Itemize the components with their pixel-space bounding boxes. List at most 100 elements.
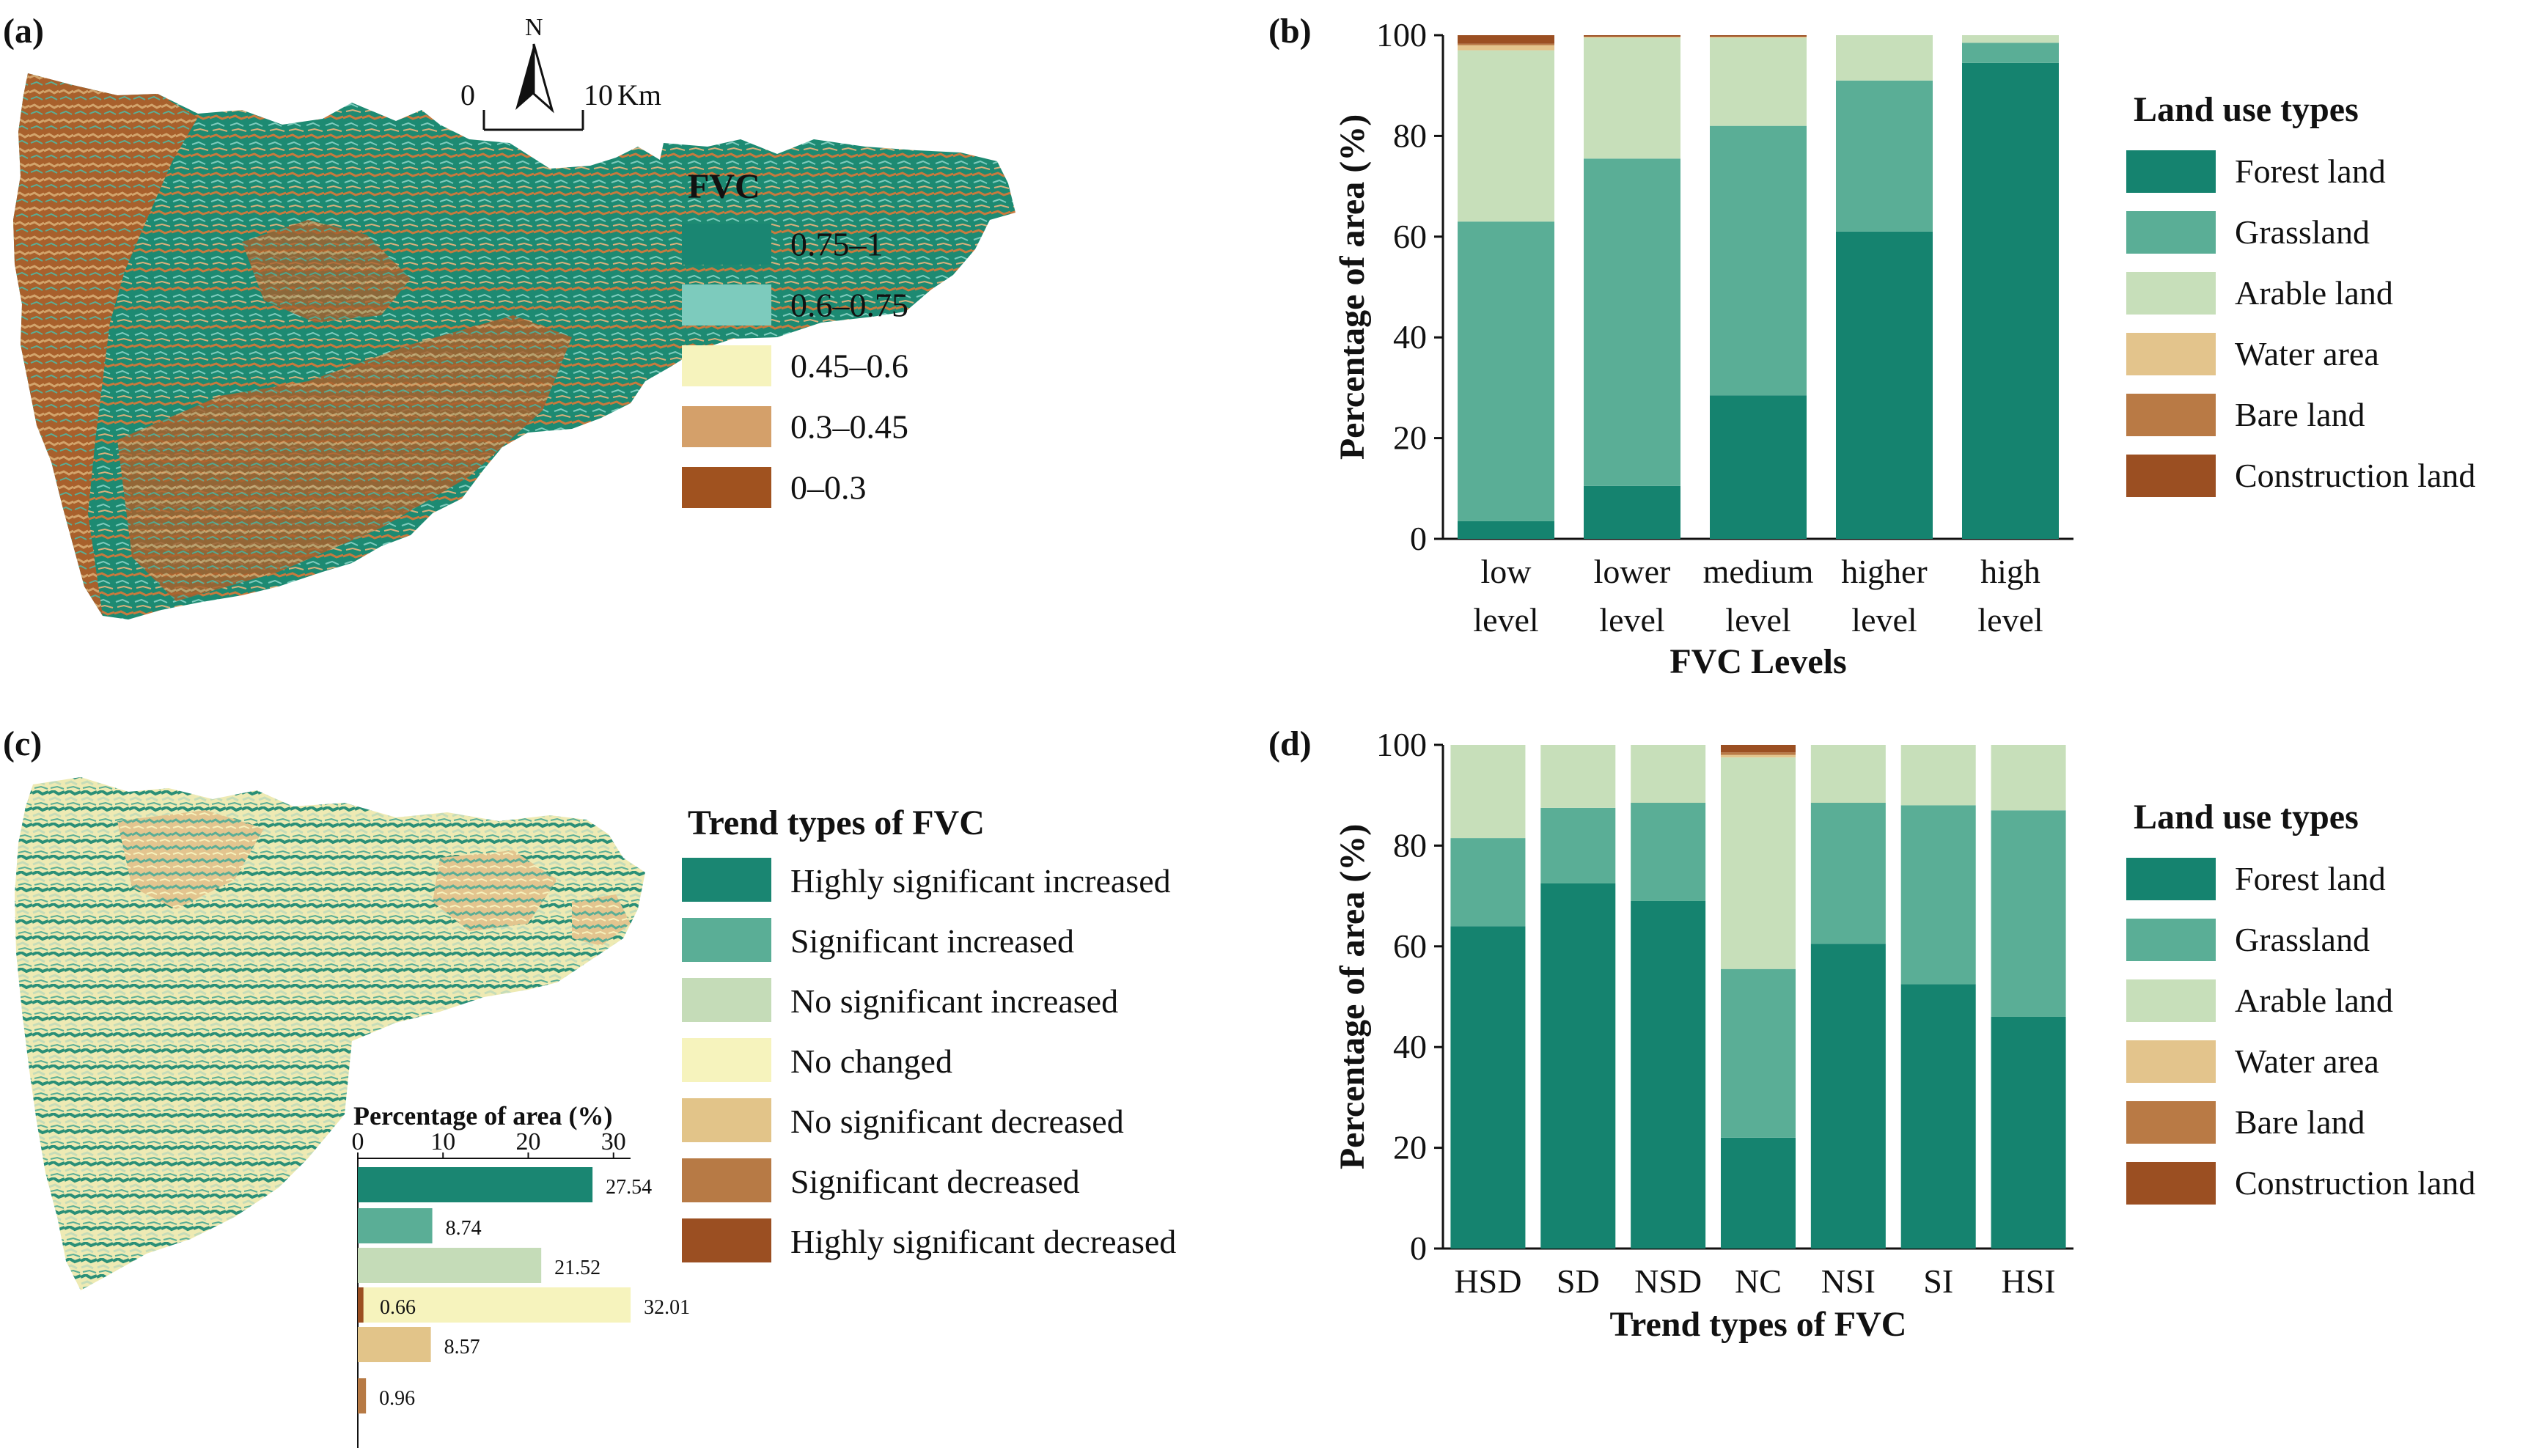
inset-value-label-no-changed: 32.01	[644, 1296, 690, 1319]
y-axis-title: Percentage of area (%)	[1333, 114, 1372, 460]
scale-ten: 10	[584, 78, 613, 111]
bar-forest-land-nc	[1721, 1137, 1796, 1249]
legend-label-no-significant-increased: No significant increased	[790, 982, 1118, 1020]
legend-label-significant-increased: Significant increased	[790, 922, 1074, 960]
chart-b: 0 20 40 60 80 100 low level lower level medium leve…	[1333, 16, 2475, 681]
scale-zero: 0	[460, 78, 475, 111]
legend-label-0-45-0-6: 0.45–0.6	[790, 348, 908, 385]
y-tick-label: 60	[1393, 927, 1427, 965]
legend-swatch-highly-significant-decreased	[682, 1218, 771, 1262]
legend-swatch-bare-land	[2126, 1101, 2216, 1144]
legend-label-no-changed: No changed	[790, 1043, 952, 1080]
bar-arable-land-lower-level	[1584, 37, 1680, 159]
bar-arable-land-hsd	[1450, 745, 1526, 839]
legend-swatch-grassland	[2126, 919, 2216, 961]
bar-forest-land-low-level	[1458, 521, 1554, 539]
bar-forest-land-hsd	[1450, 926, 1526, 1249]
bar-grassland-higher-level	[1836, 80, 1933, 232]
land-use-legend-title: Land use types	[2134, 798, 2359, 837]
bar-arable-land-nsd	[1631, 745, 1706, 804]
bar-construction-land-medium-level	[1710, 35, 1807, 37]
panel-a-label: (a)	[3, 12, 44, 51]
inset-bar-no-significant-decreased	[358, 1327, 431, 1362]
y-tick-label: 100	[1376, 16, 1427, 54]
panel-d-label: (d)	[1268, 724, 1312, 763]
inset-value-label-no-significant-increased: 21.52	[554, 1257, 600, 1279]
y-tick-label: 60	[1393, 218, 1427, 255]
x-axis-title: Trend types of FVC	[1610, 1305, 1907, 1344]
inset-bar-no-significant-increased	[358, 1248, 542, 1283]
legend-label-0-6-0-75: 0.6–0.75	[790, 287, 908, 324]
bar-forest-land-sd	[1540, 883, 1616, 1249]
bar-arable-land-high-level	[1962, 35, 2059, 43]
x-tick-label-high-level: high level	[1977, 553, 2043, 639]
scale-bar: 0 10 Km	[460, 78, 661, 131]
trend-area-inset-chart: Percentage of area (%)0 10 20 30 27.54 8.74 21…	[350, 1092, 690, 1452]
y-tick-label: 40	[1393, 318, 1427, 356]
inset-bar-no-changed	[358, 1287, 631, 1323]
y-tick-label: 20	[1393, 1129, 1427, 1166]
bar-arable-land-nsi	[1810, 745, 1886, 804]
legend-swatch-no-changed	[682, 1038, 771, 1082]
inset-value-label-significant-decreased: 0.96	[379, 1387, 415, 1410]
bar-grassland-hsd	[1450, 838, 1526, 927]
inset-value-label-highly-significant-decreased: 0.66	[380, 1296, 416, 1319]
inset-value-label-no-significant-decreased: 8.57	[444, 1336, 480, 1358]
bar-arable-land-si	[1900, 745, 1976, 806]
legend-swatch-0-75-1	[682, 224, 771, 265]
legend-label-bare-land: Bare land	[2235, 396, 2365, 433]
bar-arable-land-higher-level	[1836, 35, 1933, 81]
y-tick-label: 20	[1393, 419, 1427, 457]
bar-grassland-nc	[1721, 968, 1796, 1138]
legend-swatch-forest-land	[2126, 858, 2216, 900]
trend-legend: Highly significant increased Significant …	[682, 858, 1176, 1262]
y-axis-title: Percentage of area (%)	[1333, 824, 1372, 1169]
bar-grassland-nsi	[1810, 803, 1886, 944]
trend-legend-title: Trend types of FVC	[688, 804, 985, 842]
legend-swatch-water-area	[2126, 333, 2216, 375]
fvc-trend-map	[15, 777, 645, 1290]
legend-label-0-75-1: 0.75–1	[790, 226, 884, 263]
legend-label-0-3-0-45: 0.3–0.45	[790, 408, 908, 446]
bar-forest-land-medium-level	[1710, 395, 1807, 539]
x-tick-label-hsd: HSD	[1454, 1262, 1521, 1300]
inset-x-axis-title: Percentage of area (%)	[353, 1101, 613, 1130]
bar-grassland-hsi	[1991, 810, 2066, 1017]
legend-swatch-construction-land	[2126, 455, 2216, 497]
inset-bar-highly-significant-decreased	[358, 1287, 364, 1323]
legend-swatch-water-area	[2126, 1040, 2216, 1083]
legend-label-arable-land: Arable land	[2235, 982, 2393, 1019]
bar-arable-land-nc	[1721, 757, 1796, 969]
bar-forest-land-high-level	[1962, 62, 2059, 539]
inset-x-tick-label: 0	[352, 1128, 364, 1155]
y-tick-label: 0	[1410, 1229, 1427, 1267]
bar-forest-land-nsd	[1631, 900, 1706, 1249]
legend-swatch-construction-land	[2126, 1162, 2216, 1205]
legend-swatch-forest-land	[2126, 150, 2216, 193]
inset-x-tick-label: 30	[601, 1128, 626, 1155]
bar-construction-land-lower-level	[1584, 35, 1680, 37]
inset-bar-significant-decreased	[358, 1378, 367, 1413]
scale-unit: Km	[617, 78, 661, 111]
legend-swatch-significant-decreased	[682, 1158, 771, 1202]
legend-swatch-arable-land	[2126, 272, 2216, 315]
fvc-legend: 0.75–1 0.6–0.75 0.45–0.6 0.3–0.45 0–0.3	[682, 224, 908, 508]
y-tick-label: 40	[1393, 1028, 1427, 1065]
x-tick-label-nsi: NSI	[1821, 1262, 1876, 1300]
legend-label-bare-land: Bare land	[2235, 1103, 2365, 1141]
bar-grassland-medium-level	[1710, 125, 1807, 396]
legend-label-water-area: Water area	[2235, 1043, 2379, 1080]
bar-arable-land-hsi	[1991, 745, 2066, 811]
fvc-legend-title: FVC	[688, 167, 760, 206]
bar-bare-land-nc	[1721, 752, 1796, 755]
bar-grassland-sd	[1540, 807, 1616, 883]
legend-swatch-no-significant-increased	[682, 978, 771, 1022]
land-use-legend-title: Land use types	[2134, 90, 2359, 129]
inset-bar-significant-increased	[358, 1208, 433, 1243]
fvc-map	[13, 73, 1015, 619]
panel-c-label: (c)	[3, 724, 42, 763]
legend-label-0-0-3: 0–0.3	[790, 469, 867, 507]
legend-label-construction-land: Construction land	[2235, 1164, 2475, 1202]
x-tick-label-lower-level: lower level	[1594, 553, 1671, 639]
